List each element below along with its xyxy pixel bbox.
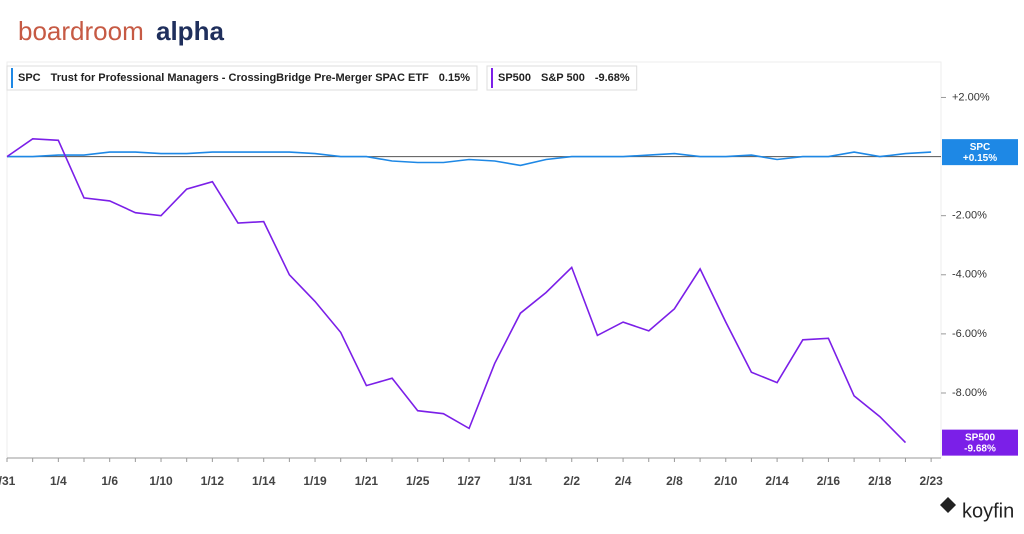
logo-part1: boardroom [18,16,144,46]
series-line [6,137,907,444]
y-tick-label: -4.00% [952,269,987,281]
x-tick-label: 1/27 [457,474,481,488]
x-tick-label: /31 [0,474,16,488]
x-tick-label: 2/10 [714,474,738,488]
x-tick-label: 1/6 [101,474,118,488]
x-tick-label: 1/12 [201,474,225,488]
footer-icon [940,497,956,513]
x-tick-label: 1/21 [355,474,379,488]
x-tick-label: 2/14 [765,474,789,488]
x-tick-label: 1/19 [303,474,327,488]
y-tick-label: -8.00% [952,387,987,399]
legend-value: -9.68% [595,72,630,84]
series-line [7,151,932,167]
footer-logo: koyfin [962,500,1014,522]
y-tick-label: +2.00% [952,91,990,103]
y-tick-label: -6.00% [952,328,987,340]
legend-box [6,65,478,91]
value-tag-value: -9.68% [964,443,996,454]
x-tick-label: 2/23 [919,474,943,488]
legend-ticker: SP500 [498,72,531,84]
x-tick-label: 1/14 [252,474,276,488]
x-tick-label: 1/25 [406,474,430,488]
x-tick-label: 2/8 [666,474,683,488]
x-tick-label: 1/31 [509,474,533,488]
plot-frame [6,61,942,459]
x-tick-label: 2/16 [817,474,841,488]
x-tick-label: 1/4 [50,474,67,488]
x-tick-label: 2/4 [615,474,632,488]
legend-name: S&P 500 [541,72,585,84]
x-tick-label: 1/10 [149,474,173,488]
value-tag-ticker: SPC [970,142,991,153]
y-tick-label: -2.00% [952,210,987,222]
legend-box [486,65,638,91]
x-tick-label: 2/2 [563,474,580,488]
value-tag [942,429,1018,456]
legend-value: 0.15% [439,72,470,84]
value-tag-value: +0.15% [963,153,997,164]
legend-name: Trust for Professional Managers - Crossi… [51,72,429,84]
value-tag-ticker: SP500 [965,432,995,443]
logo-part2: alpha [156,16,224,46]
legend-ticker: SPC [18,72,41,84]
x-tick-label: 2/18 [868,474,892,488]
value-tag [942,139,1018,166]
